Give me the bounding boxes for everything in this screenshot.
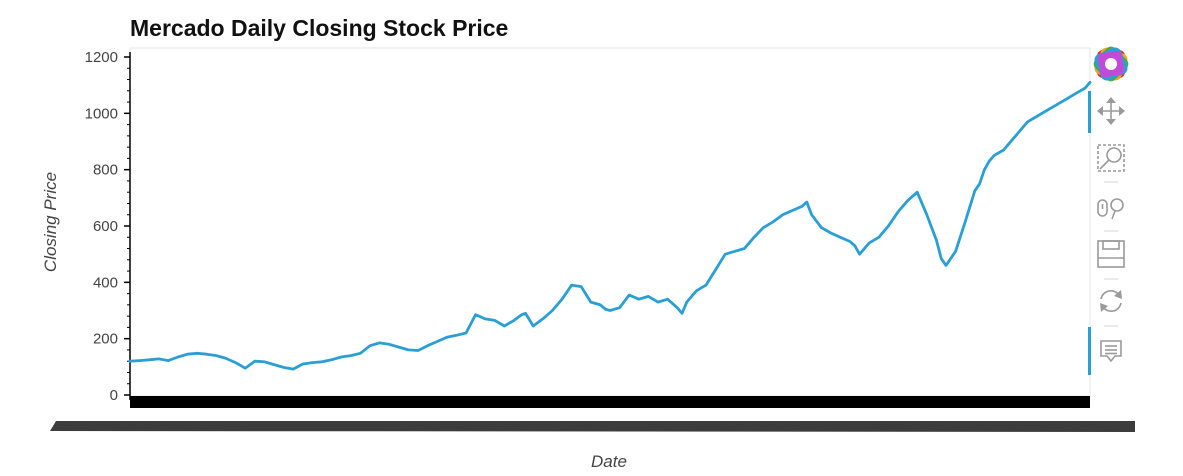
- reset-icon[interactable]: [1100, 290, 1122, 312]
- chart-title: Mercado Daily Closing Stock Price: [130, 15, 508, 41]
- y-axis-ticks: 0 200 400 600 800 1000 1200: [85, 49, 130, 404]
- save-icon[interactable]: [1097, 240, 1125, 268]
- y-axis-label: Closing Price: [41, 172, 60, 272]
- x-axis-tick-band: [130, 396, 1090, 408]
- box-zoom-icon[interactable]: [1097, 144, 1125, 172]
- y-tick-label: 0: [110, 387, 118, 404]
- bokeh-logo-icon[interactable]: [1091, 44, 1131, 84]
- series-line-closing-price: [128, 80, 1092, 371]
- x-axis-tick-labels-band: [50, 421, 1135, 432]
- toolbar-active-indicator: [1088, 327, 1091, 375]
- y-tick-label: 400: [93, 274, 118, 291]
- hover-icon[interactable]: [1100, 340, 1122, 363]
- y-tick-label: 1200: [85, 49, 118, 66]
- pan-icon[interactable]: [1097, 97, 1125, 125]
- y-tick-label: 200: [93, 331, 118, 348]
- y-tick-label: 600: [93, 218, 118, 235]
- y-tick-label: 1000: [85, 105, 118, 122]
- wheel-zoom-icon[interactable]: [1097, 198, 1124, 220]
- y-axis-minor-ticks: [127, 67, 130, 385]
- x-axis-label: Date: [591, 452, 627, 471]
- toolbar: [1088, 44, 1131, 375]
- y-tick-label: 800: [93, 162, 118, 179]
- toolbar-active-indicator: [1088, 91, 1091, 133]
- plot-frame: [129, 47, 1091, 397]
